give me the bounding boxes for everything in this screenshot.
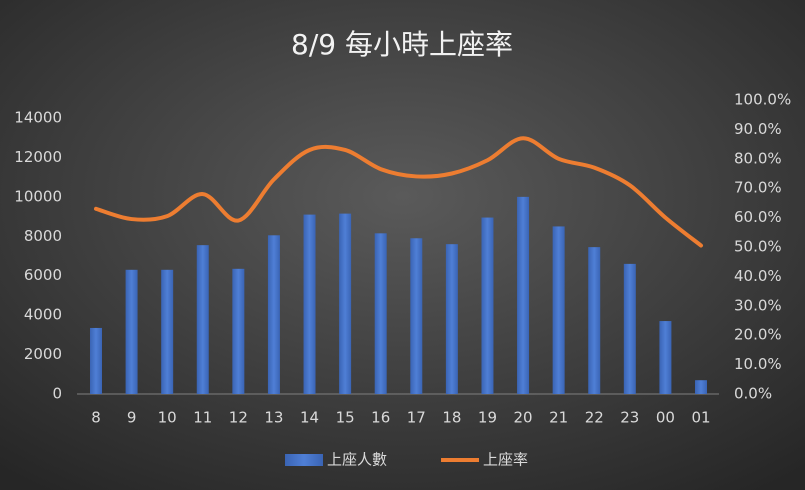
legend-label: 上座人數 [327, 451, 387, 469]
y-tick-label: 4000 [24, 306, 62, 324]
bar [481, 217, 494, 394]
y2-tick-label: 80.0% [734, 149, 782, 167]
bar [374, 233, 387, 394]
y2-tick-label: 30.0% [734, 296, 782, 314]
bar [196, 245, 209, 394]
bar [623, 263, 636, 394]
x-tick-label: 17 [407, 409, 426, 427]
y2-tick-label: 60.0% [734, 208, 782, 226]
bar [410, 238, 423, 394]
bar [303, 214, 316, 394]
x-tick-label: 20 [514, 409, 533, 427]
x-tick-label: 21 [549, 409, 568, 427]
y2-tick-label: 0.0% [734, 385, 772, 403]
y2-tick-label: 20.0% [734, 326, 782, 344]
bar [552, 226, 565, 394]
x-tick-label: 8 [91, 409, 101, 427]
y-tick-label: 12000 [14, 148, 62, 166]
x-tick-label: 23 [620, 409, 639, 427]
legend-label: 上座率 [483, 451, 528, 469]
y-tick-label: 14000 [14, 109, 62, 127]
legend-swatch [285, 454, 323, 466]
bar [659, 321, 672, 394]
bar [161, 269, 174, 394]
x-tick-label: 22 [585, 409, 604, 427]
x-tick-label: 16 [371, 409, 390, 427]
x-tick-label: 01 [691, 409, 710, 427]
y-tick-label: 8000 [24, 227, 62, 245]
bar [445, 244, 458, 394]
bar [90, 327, 102, 394]
bar [517, 196, 530, 394]
y-tick-label: 6000 [24, 266, 62, 284]
bar [232, 268, 245, 394]
bar [267, 235, 280, 394]
x-tick-label: 14 [300, 409, 319, 427]
bar [588, 247, 601, 394]
bar [695, 380, 707, 394]
bar [125, 269, 138, 394]
y2-tick-label: 90.0% [734, 120, 782, 138]
x-tick-label: 15 [336, 409, 355, 427]
x-tick-label: 10 [158, 409, 177, 427]
x-tick-label: 12 [229, 409, 248, 427]
chart-title: 8/9 每小時上座率 [291, 28, 513, 61]
y-tick-label: 0 [52, 385, 62, 403]
x-tick-label: 00 [656, 409, 675, 427]
y2-tick-label: 100.0% [734, 91, 791, 109]
y2-tick-label: 40.0% [734, 267, 782, 285]
bar [339, 213, 352, 394]
y-tick-label: 2000 [24, 345, 62, 363]
x-tick-label: 11 [193, 409, 212, 427]
y2-tick-label: 50.0% [734, 238, 782, 256]
y2-tick-label: 10.0% [734, 355, 782, 373]
x-tick-label: 18 [442, 409, 461, 427]
x-tick-label: 9 [127, 409, 137, 427]
y2-tick-label: 70.0% [734, 179, 782, 197]
line [94, 136, 703, 248]
y-tick-label: 10000 [14, 187, 62, 205]
x-tick-label: 19 [478, 409, 497, 427]
x-tick-label: 13 [264, 409, 283, 427]
